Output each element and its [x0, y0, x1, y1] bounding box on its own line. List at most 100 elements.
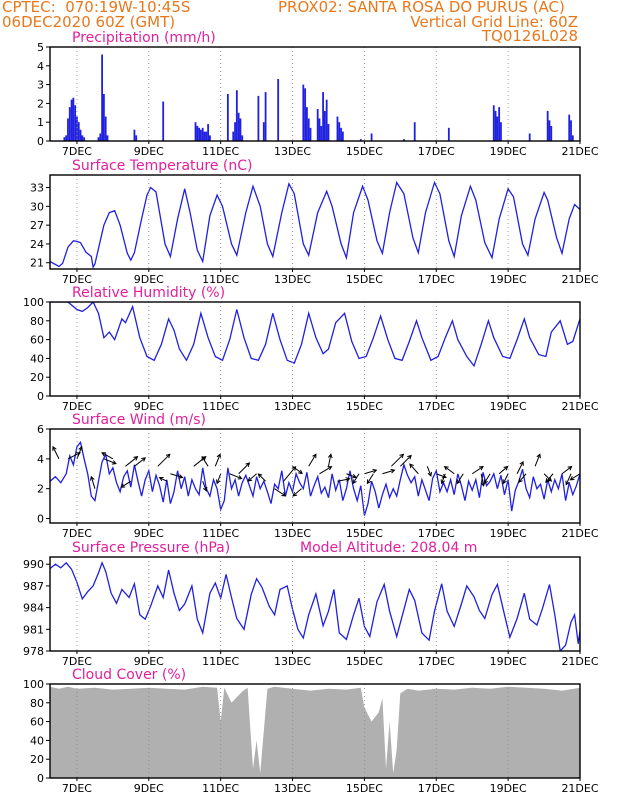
wind-arrow	[90, 476, 96, 489]
y-tick-label: 4	[37, 60, 44, 73]
y-tick-label: 24	[30, 238, 44, 251]
wind-arrow-head	[409, 463, 414, 469]
precip-bar	[302, 84, 305, 141]
wind-arrow-head	[547, 476, 553, 482]
series-line	[50, 302, 580, 368]
x-tick-label: 19DEC	[490, 145, 527, 158]
precip-bar	[72, 97, 75, 141]
x-tick-label: 19DEC	[490, 527, 527, 540]
wind-arrow-head	[216, 453, 222, 459]
wind-arrow-head	[545, 478, 550, 484]
x-tick-label: 15DEC	[346, 655, 383, 668]
wind-arrow	[498, 466, 508, 475]
x-tick-label: 17DEC	[418, 655, 455, 668]
precip-bar	[359, 139, 362, 141]
x-tick-label: 17DEC	[418, 527, 455, 540]
wind-arrow	[352, 473, 360, 484]
wind-arrow	[214, 454, 221, 467]
wind-arrow-head	[443, 465, 449, 471]
precip-bar	[70, 99, 73, 141]
wind-arrow-head	[390, 468, 396, 474]
x-tick-label: 21DEC	[561, 782, 598, 795]
y-tick-label: 33	[30, 182, 44, 195]
precip-bar	[548, 120, 551, 141]
wind-arrow	[229, 473, 242, 480]
precip-bar	[135, 135, 138, 141]
plot-area	[50, 302, 580, 368]
panel-title: Relative Humidity (%)	[72, 285, 225, 301]
precip-bar	[83, 137, 86, 141]
x-tick-label: 7DEC	[62, 655, 92, 668]
panel-frame	[49, 683, 581, 779]
wind-arrow	[518, 473, 527, 483]
precip-bar	[309, 127, 312, 141]
precip-bar	[79, 129, 82, 141]
x-tick-label: 9DEC	[134, 782, 164, 795]
wind-arrow	[76, 446, 83, 460]
wind-arrow	[444, 466, 455, 475]
precip-bar	[65, 135, 68, 141]
wind-arrow	[570, 473, 580, 481]
precip-bar	[496, 116, 499, 141]
x-tick-label: 21DEC	[561, 655, 598, 668]
precip-bar	[322, 92, 324, 141]
x-tick-label: 13DEC	[274, 273, 311, 286]
x-tick-label: 17DEC	[418, 400, 455, 413]
wind-arrow-head	[399, 453, 405, 459]
wind-arrow	[516, 461, 524, 474]
precip-bar	[340, 127, 342, 141]
panel-frame	[49, 428, 581, 524]
x-tick-label: 9DEC	[134, 527, 164, 540]
panel-1: Surface Temperature (nC) 21 24 27 30 33 7DEC 9D…	[30, 158, 599, 286]
header-model-id: TQ0126L028	[481, 27, 578, 45]
x-tick-label: 11DEC	[202, 527, 239, 540]
wind-arrow-head	[158, 477, 164, 482]
wind-arrow	[170, 473, 183, 478]
wind-arrow-head	[345, 477, 351, 482]
wind-arrow-head	[427, 471, 432, 477]
wind-arrow-head	[366, 479, 372, 485]
precip-bar	[370, 133, 373, 141]
wind-arrow	[364, 469, 377, 475]
precip-bar	[306, 107, 308, 141]
precip-bar	[323, 110, 326, 141]
panel-5: Cloud Cover (%) 0 20 40 60 80 100 7DEC 9DEC 11DEC…	[23, 667, 599, 795]
y-tick-label: 2	[37, 97, 44, 110]
x-tick-label: 17DEC	[418, 782, 455, 795]
precip-bar	[74, 105, 77, 141]
y-tick-label: 981	[23, 623, 44, 636]
wind-arrow	[274, 488, 286, 497]
x-tick-label: 13DEC	[274, 527, 311, 540]
panel-annotation: Model Altitude: 208.04 m	[300, 540, 477, 556]
precip-bar	[200, 129, 202, 141]
x-tick-label: 15DEC	[346, 145, 383, 158]
x-tick-label: 21DEC	[561, 527, 598, 540]
wind-arrow	[327, 454, 332, 467]
x-tick-label: 21DEC	[561, 400, 598, 413]
wind-arrow	[120, 480, 132, 488]
precip-bar	[341, 131, 344, 141]
x-tick-label: 13DEC	[274, 655, 311, 668]
precip-bar	[162, 101, 165, 141]
x-tick-label: 9DEC	[134, 273, 164, 286]
precip-bar	[63, 137, 66, 141]
x-tick-label: 7DEC	[62, 273, 92, 286]
wind-arrow	[561, 466, 572, 475]
panel-title: Cloud Cover (%)	[72, 667, 186, 683]
wind-arrow-head	[536, 453, 541, 459]
precip-bar	[307, 118, 310, 141]
wind-arrow-head	[567, 465, 573, 471]
x-tick-label: 11DEC	[202, 655, 239, 668]
wind-arrow-head	[478, 466, 484, 471]
wind-arrow-head	[565, 480, 570, 486]
wind-arrow-head	[78, 445, 83, 451]
y-tick-label: 3	[37, 79, 44, 92]
y-tick-label: 0	[37, 513, 44, 526]
x-tick-label: 15DEC	[346, 782, 383, 795]
wind-arrow-head	[352, 479, 357, 485]
wind-arrow-head	[245, 462, 251, 467]
plot-area	[50, 560, 580, 651]
y-tick-label: 27	[30, 219, 44, 232]
header-station-coords: CPTEC: 070:19W-10:45S	[2, 0, 191, 16]
wind-arrow	[319, 466, 332, 475]
